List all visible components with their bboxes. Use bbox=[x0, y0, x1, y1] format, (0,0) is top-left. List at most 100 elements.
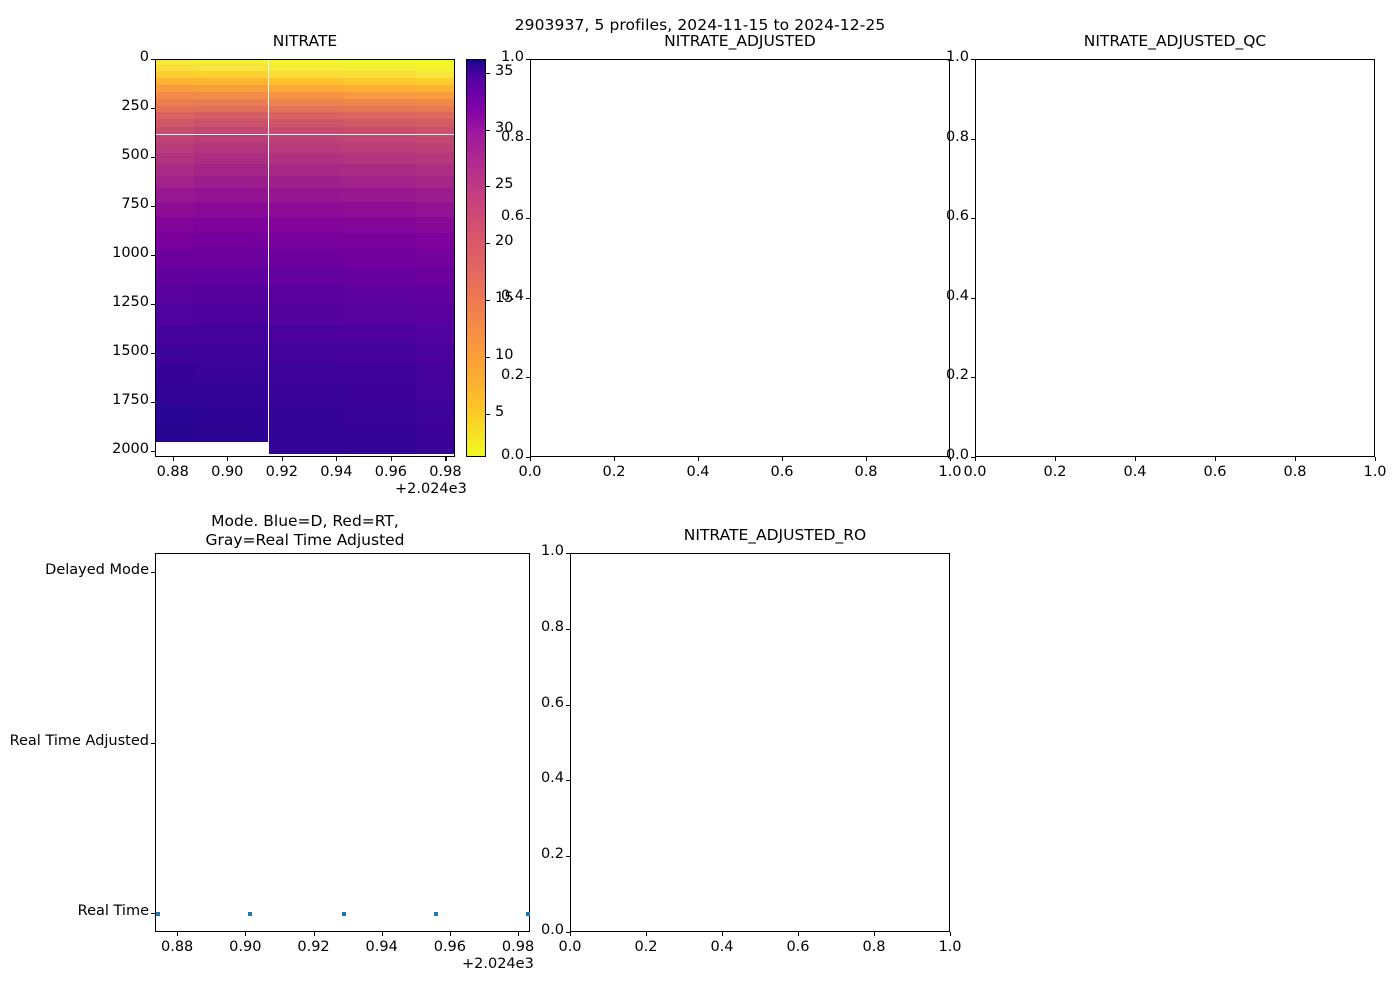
xtick-label-nitrate_adjusted_ro: 0.0 bbox=[558, 939, 582, 955]
heatmap-cell bbox=[416, 266, 454, 286]
heatmap-cell bbox=[416, 175, 454, 189]
heatmap-cell bbox=[268, 305, 343, 325]
heatmap-cell bbox=[416, 112, 454, 120]
xtick-mark-nitrate_adjusted_qc bbox=[1375, 457, 1377, 461]
heatmap-cell bbox=[156, 344, 195, 364]
heatmap-cell bbox=[416, 64, 454, 72]
heatmap-cell bbox=[194, 305, 269, 325]
ytick-mark-nitrate bbox=[151, 451, 155, 453]
colorbar-tick-mark bbox=[486, 186, 490, 188]
xtick-mark-nitrate_adjusted bbox=[950, 457, 952, 461]
colorbar-tick-mark bbox=[486, 243, 490, 245]
heatmap-cell bbox=[194, 363, 269, 384]
heatmap-cell bbox=[416, 344, 454, 364]
xtick-label-mode: 0.88 bbox=[161, 939, 194, 955]
ytick-mark-nitrate bbox=[151, 157, 155, 159]
panel-title-mode: Mode. Blue=D, Red=RT, Gray=Real Time Adj… bbox=[155, 512, 455, 550]
mode-title-line-1: Mode. Blue=D, Red=RT, bbox=[211, 512, 399, 530]
heatmap-cell bbox=[268, 98, 343, 106]
heatmap-cell bbox=[416, 119, 454, 127]
ytick-label-nitrate_adjusted: 0.6 bbox=[500, 208, 524, 225]
xtick-label-mode: 0.90 bbox=[229, 939, 262, 955]
heatmap-cell bbox=[194, 143, 269, 154]
heatmap-cell bbox=[268, 163, 343, 176]
heatmap-cell bbox=[268, 91, 343, 99]
ytick-label-nitrate: 1250 bbox=[112, 294, 149, 311]
heatmap-cell bbox=[156, 126, 195, 135]
ytick-mark-nitrate_adjusted bbox=[526, 457, 530, 459]
heatmap-cell bbox=[342, 112, 417, 120]
heatmap-cell bbox=[416, 60, 454, 65]
ytick-mark-nitrate_adjusted bbox=[526, 377, 530, 379]
colorbar-tick-label: 15 bbox=[495, 290, 514, 307]
heatmap-cell bbox=[268, 403, 343, 423]
xtick-label-mode: 0.92 bbox=[297, 939, 330, 955]
heatmap-cell bbox=[268, 64, 343, 72]
xtick-mark-mode bbox=[518, 932, 520, 936]
xtick-label-nitrate_adjusted: 0.0 bbox=[518, 464, 542, 480]
xtick-label-nitrate_adjusted: 1.0 bbox=[938, 464, 962, 480]
ytick-mark-nitrate_adjusted bbox=[526, 218, 530, 220]
heatmap-cell bbox=[268, 60, 343, 65]
xtick-mark-nitrate bbox=[445, 457, 447, 461]
heatmap-cell bbox=[342, 71, 417, 79]
heatmap-cell bbox=[342, 64, 417, 72]
heatmap-cell bbox=[156, 153, 195, 164]
heatmap-cell bbox=[156, 64, 195, 72]
heatmap-cell bbox=[342, 344, 417, 364]
ytick-label-nitrate_adjusted_ro: 0.6 bbox=[540, 694, 564, 711]
xtick-mark-nitrate bbox=[281, 457, 283, 461]
heatmap-cell bbox=[156, 202, 195, 217]
ytick-mark-nitrate_adjusted_qc bbox=[971, 59, 975, 61]
ytick-label-nitrate_adjusted: 0.2 bbox=[500, 367, 524, 384]
xtick-label-nitrate_adjusted_ro: 0.4 bbox=[710, 939, 734, 955]
xtick-mark-mode bbox=[313, 932, 315, 936]
heatmap-column bbox=[416, 60, 454, 456]
ytick-label-mode: Delayed Mode bbox=[45, 561, 149, 578]
xtick-label-nitrate_adjusted: 0.2 bbox=[602, 464, 626, 480]
ytick-mark-nitrate_adjusted_ro bbox=[566, 628, 570, 630]
heatmap-cell bbox=[416, 126, 454, 135]
xtick-mark-nitrate_adjusted_qc bbox=[1055, 457, 1057, 461]
xtick-mark-nitrate_adjusted bbox=[698, 457, 700, 461]
xtick-mark-nitrate_adjusted_ro bbox=[950, 932, 952, 936]
heatmap-cell bbox=[416, 363, 454, 384]
ytick-mark-nitrate_adjusted_qc bbox=[971, 218, 975, 220]
ytick-mark-nitrate_adjusted_ro bbox=[566, 932, 570, 934]
panel-title-nitrate-adjusted: NITRATE_ADJUSTED bbox=[664, 32, 816, 50]
heatmap-cell bbox=[194, 266, 269, 286]
ytick-mark-mode bbox=[151, 742, 155, 744]
heatmap-cell bbox=[194, 324, 269, 345]
colorbar-tick-mark bbox=[486, 413, 490, 415]
colorbar-tick-label: 10 bbox=[495, 346, 514, 363]
heatmap-cell bbox=[194, 91, 269, 99]
panel-title-nitrate-adjusted-ro: NITRATE_ADJUSTED_RO bbox=[683, 526, 867, 544]
xtick-mark-nitrate_adjusted bbox=[530, 457, 532, 461]
heatmap-cell bbox=[156, 60, 195, 65]
heatmap-cell bbox=[416, 143, 454, 154]
colorbar-tick-label: 25 bbox=[495, 176, 514, 193]
heatmap-cell bbox=[416, 153, 454, 164]
ytick-mark-nitrate_adjusted_ro bbox=[566, 704, 570, 706]
mode-data-point bbox=[433, 912, 438, 917]
mode-data-point bbox=[341, 912, 346, 917]
heatmap-cell bbox=[416, 163, 454, 176]
heatmap-cell bbox=[156, 119, 195, 127]
panel-title-nitrate-adjusted-qc: NITRATE_ADJUSTED_QC bbox=[1083, 32, 1267, 50]
heatmap-cell bbox=[268, 324, 343, 345]
heatmap-cell bbox=[342, 105, 417, 113]
ytick-mark-nitrate_adjusted_qc bbox=[971, 138, 975, 140]
heatmap-cell bbox=[194, 153, 269, 164]
axes-nitrate bbox=[155, 59, 455, 457]
ytick-mark-nitrate_adjusted_qc bbox=[971, 457, 975, 459]
colorbar-tick-mark bbox=[486, 129, 490, 131]
colorbar-tick-label: 30 bbox=[495, 119, 514, 136]
heatmap-cell bbox=[342, 134, 417, 144]
colorbar-tick-mark bbox=[486, 356, 490, 359]
xtick-mark-nitrate_adjusted_qc bbox=[1215, 457, 1217, 461]
heatmap-cell bbox=[194, 78, 269, 85]
heatmap-cell bbox=[194, 188, 269, 203]
heatmap-cell bbox=[156, 112, 195, 120]
axes-mode bbox=[155, 553, 530, 932]
heatmap-cell bbox=[156, 163, 195, 176]
